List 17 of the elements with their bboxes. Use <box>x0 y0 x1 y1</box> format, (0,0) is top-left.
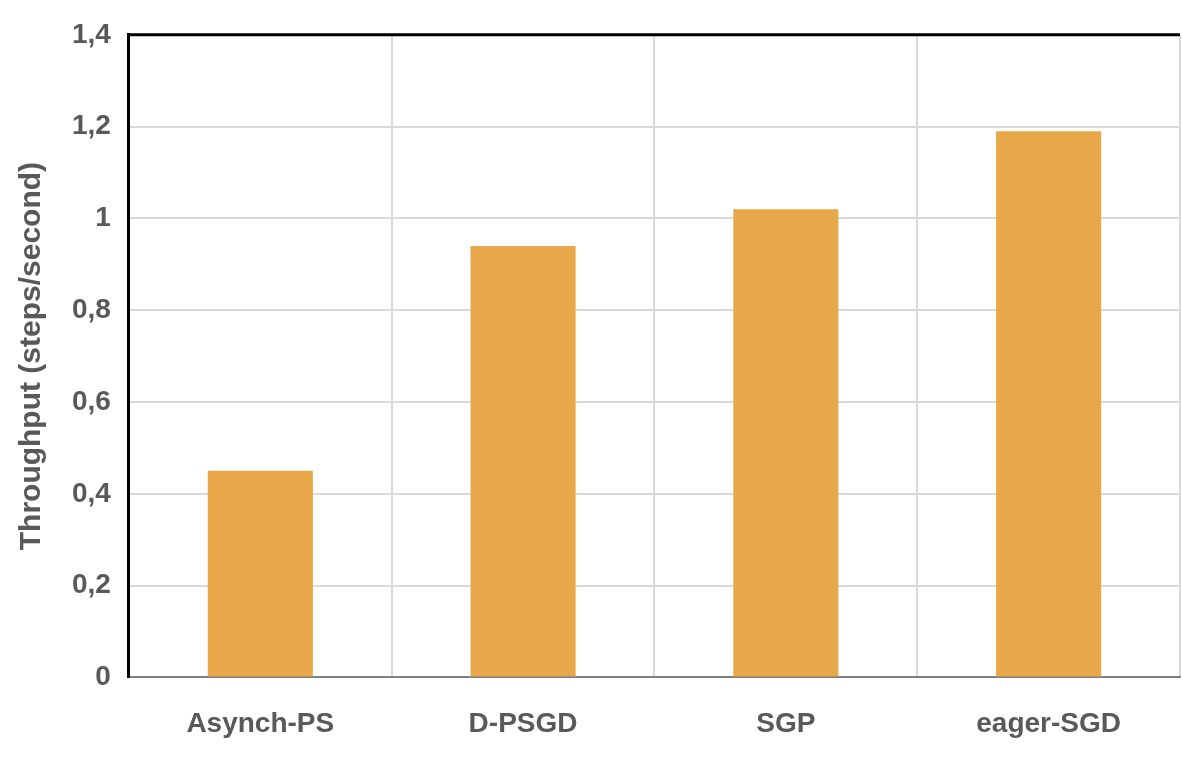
x-tick-label: D-PSGD <box>468 706 578 738</box>
y-tick-label: 0 <box>95 660 111 692</box>
bar <box>733 209 839 677</box>
x-tick-label: SGP <box>756 706 816 738</box>
y-axis-title: Throughput (steps/second) <box>13 161 47 551</box>
y-tick-label: 0,6 <box>71 384 111 416</box>
y-tick-label: 1,4 <box>71 17 112 49</box>
bar <box>207 470 313 677</box>
x-tick-label: Asynch-PS <box>186 706 335 738</box>
y-tick-label: 1,2 <box>71 109 111 141</box>
y-tick-label: 0,4 <box>71 476 112 508</box>
bar <box>470 245 576 677</box>
y-tick-label: 0,8 <box>71 292 111 324</box>
y-tick-label: 1 <box>95 201 111 233</box>
y-tick-label: 0,2 <box>71 568 111 600</box>
bar <box>996 131 1102 677</box>
x-tick-label: eager-SGD <box>976 706 1121 738</box>
